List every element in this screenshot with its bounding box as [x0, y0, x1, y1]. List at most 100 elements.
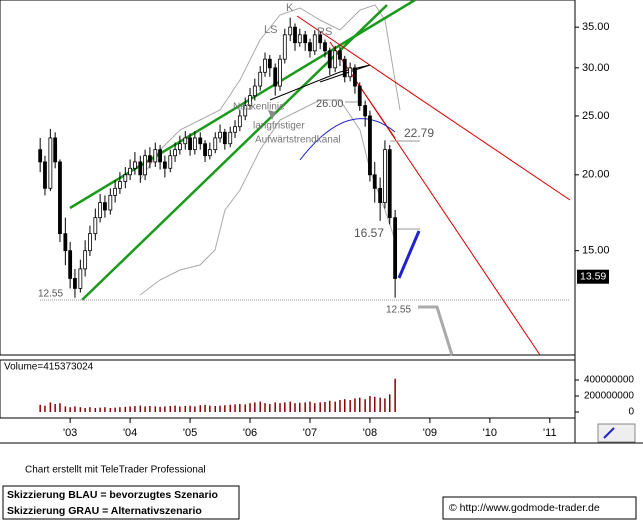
candle-body: [318, 34, 323, 44]
volume-bar: [204, 404, 206, 412]
volume-bar: [74, 406, 76, 412]
tool-icon[interactable]: [597, 423, 636, 443]
volume-bar: [84, 408, 86, 412]
price-panel: [0, 0, 576, 356]
legend-text: Skizzierung GRAU = Alternativszenario: [7, 505, 202, 517]
volume-bar: [54, 404, 56, 412]
volume-bar: [194, 406, 196, 412]
volume-tick-label: 400000000: [584, 375, 634, 386]
candle-body: [273, 67, 278, 87]
candle-body: [108, 194, 113, 211]
y-tick-label: 30.00: [582, 62, 610, 74]
volume-bar: [199, 405, 202, 412]
volume-bar: [104, 407, 106, 412]
volume-bar: [224, 405, 226, 412]
x-tick-label: '09: [423, 427, 437, 439]
volume-bar: [99, 407, 101, 412]
volume-bar: [309, 401, 311, 412]
candle-body: [93, 217, 98, 235]
volume-bar: [129, 406, 131, 412]
arc: [299, 118, 396, 161]
y-tick-label: 25.00: [582, 110, 610, 122]
annotation: 16.57: [354, 226, 384, 240]
candle-body: [282, 34, 287, 60]
annotation: langfristiger: [253, 121, 305, 132]
volume-bar: [234, 404, 236, 412]
volume-bar: [169, 406, 172, 412]
volume-bar: [59, 403, 61, 412]
volume-bar: [164, 406, 166, 412]
volume-tick-label: 0: [628, 407, 634, 418]
volume-bar: [354, 398, 356, 412]
volume-tick-label: 200000000: [584, 391, 634, 402]
candle-body: [207, 149, 212, 157]
volume-bar: [94, 408, 97, 412]
candle-body: [368, 115, 372, 176]
candle-body: [263, 58, 267, 73]
candle-body: [153, 149, 158, 163]
candle-body: [213, 137, 218, 151]
candle-body: [258, 71, 263, 87]
candle-body: [143, 155, 147, 176]
candle-body: [183, 137, 188, 145]
candle-body: [63, 233, 68, 252]
volume-bar: [373, 396, 376, 412]
volume-bar: [154, 406, 157, 412]
volume-bar: [174, 405, 176, 412]
candle-body: [353, 67, 357, 87]
candle-body: [73, 278, 77, 289]
candle-body: [342, 58, 347, 78]
volume-bar: [214, 406, 217, 412]
volume-bar: [189, 405, 191, 412]
volume-bar: [388, 394, 391, 412]
candle-body: [303, 34, 308, 44]
volume-bar: [369, 396, 371, 412]
volume-bar: [239, 404, 241, 412]
volume-bar: [139, 405, 142, 412]
annotation: 22.79: [404, 126, 434, 140]
volume-bar: [144, 406, 146, 412]
scenario-blue: [397, 230, 421, 279]
volume-bar: [229, 404, 231, 412]
volume-bar: [134, 406, 136, 412]
volume-bar: [289, 401, 291, 412]
volume-bar: [319, 402, 321, 412]
candle-body: [357, 85, 362, 106]
volume-bar: [304, 402, 306, 412]
annotation: K: [286, 2, 294, 14]
candle-body: [363, 105, 368, 117]
candle-body: [383, 149, 387, 203]
annotation: 12.55: [38, 289, 63, 300]
annotation: 12.55: [386, 305, 411, 316]
candle-body: [123, 174, 128, 182]
candle-body: [348, 67, 353, 78]
candle-body: [43, 161, 47, 189]
volume-bar: [124, 406, 127, 412]
volume-bar: [49, 402, 52, 412]
volume-bar: [349, 400, 351, 412]
volume-bar: [159, 406, 161, 412]
x-tick-label: '07: [303, 427, 317, 439]
candle-body: [173, 149, 177, 157]
candle-body: [323, 42, 327, 52]
volume-label: Volume=415373024: [4, 362, 94, 373]
y-tick-label: 15.00: [582, 245, 610, 257]
volume-bar: [339, 400, 341, 412]
volume-bar: [209, 405, 211, 412]
candle-body: [333, 50, 338, 69]
volume-bar: [344, 399, 346, 412]
legend-box: [2, 485, 240, 520]
volume-bar: [269, 404, 271, 412]
annotation: Nackenlinie: [233, 102, 285, 113]
band-lower: [139, 99, 396, 296]
volume-bar: [324, 402, 326, 412]
x-tick-label: '03: [63, 427, 77, 439]
annotation: Aufwärtstrendkanal: [255, 135, 341, 146]
volume-bar: [179, 406, 181, 412]
volume-bar: [294, 403, 296, 412]
candle-body: [133, 161, 137, 169]
source-box: [442, 496, 637, 520]
x-tick-label: '08: [363, 427, 377, 439]
candle-body: [243, 105, 248, 117]
candle-body: [393, 217, 398, 279]
